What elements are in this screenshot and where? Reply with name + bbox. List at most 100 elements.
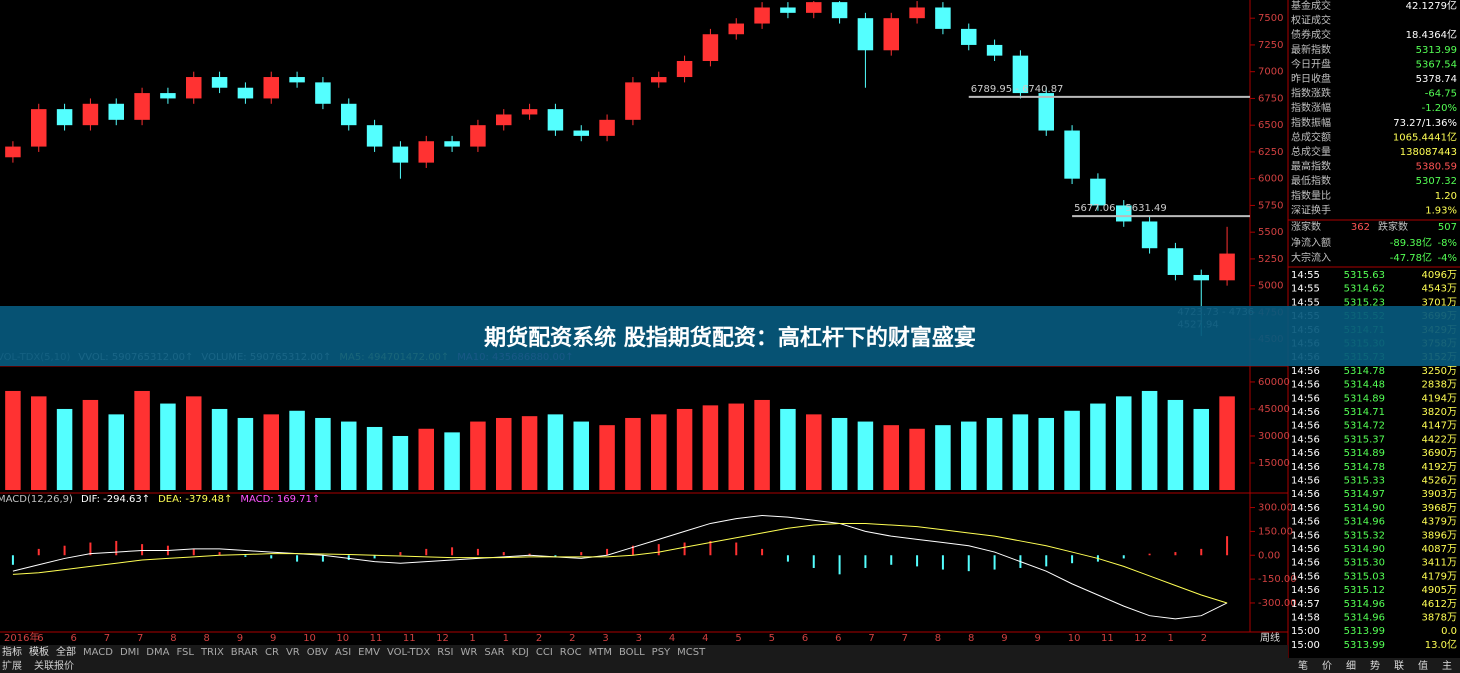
panel-button[interactable]: 值 [1418, 659, 1428, 672]
indicator-tab[interactable]: ROC [560, 647, 582, 658]
x-tick-label: 6 [70, 633, 76, 644]
candle-body [444, 141, 460, 147]
tick-time: 15:00 [1291, 640, 1320, 651]
tick-volume: 4194万 [1422, 393, 1457, 404]
tick-time: 14:56 [1291, 517, 1320, 528]
stat-label: 深证换手 [1291, 203, 1331, 216]
x-tick-label: 7 [137, 633, 143, 644]
panel-button[interactable]: 主 [1442, 660, 1452, 672]
x-tick-label: 2016年 [4, 631, 39, 644]
indicator-tab[interactable]: VR [286, 647, 300, 658]
x-tick-label: 5 [769, 633, 775, 644]
tick-price: 5315.23 [1344, 297, 1385, 308]
stat-value: 5378.74 [1416, 74, 1457, 85]
tick-volume: 4526万 [1422, 476, 1457, 487]
indicator-tab[interactable]: 指标 [2, 645, 22, 658]
tick-price: 5313.99 [1344, 640, 1385, 651]
y-tick-label: 6750 [1258, 93, 1283, 104]
indicator-tab[interactable]: WR [460, 647, 477, 658]
x-tick-label: 10 [303, 633, 316, 644]
indicator-tab[interactable]: OBV [307, 647, 328, 658]
panel-button[interactable]: 势 [1370, 659, 1380, 672]
volume-bar [651, 414, 667, 490]
indicator-tab[interactable]: DMA [146, 647, 169, 658]
extra-tab[interactable]: 关联报价 [34, 659, 74, 672]
indicator-tab[interactable]: PSY [652, 647, 671, 658]
candle-body [1116, 205, 1132, 222]
indicator-tab[interactable]: 模板 [29, 645, 49, 658]
indicator-tab[interactable]: DMI [120, 647, 139, 658]
candle-body [160, 93, 176, 99]
candle-body [289, 77, 305, 83]
legend-entry: DEA: -379.48↑ [158, 494, 232, 505]
volume-bar [1038, 417, 1054, 490]
volume-bar [1219, 396, 1235, 490]
stat-value: 18.4364亿 [1406, 28, 1457, 41]
advance-label: 涨家数 [1291, 220, 1321, 233]
indicator-tab[interactable]: BRAR [231, 647, 258, 658]
indicator-tab[interactable]: MACD [83, 647, 113, 658]
panel-button[interactable]: 价 [1322, 660, 1332, 672]
indicator-tab[interactable]: FSL [176, 647, 194, 658]
indicator-tab[interactable]: ASI [335, 647, 351, 658]
tick-time: 14:56 [1291, 544, 1320, 555]
indicator-tab[interactable]: 全部 [56, 645, 76, 658]
panel-button[interactable]: 细 [1346, 659, 1356, 672]
candle-body [599, 119, 615, 136]
tick-volume: 4192万 [1422, 462, 1457, 473]
x-tick-label: 2 [569, 633, 575, 644]
candle-body [315, 82, 331, 104]
candle-body [366, 125, 383, 147]
candle-body [961, 28, 977, 45]
x-tick-label: 1 [503, 633, 509, 644]
volume-bar [1012, 414, 1029, 490]
tick-price: 5314.89 [1344, 393, 1385, 404]
y-tick-label: 6250 [1258, 147, 1283, 158]
volume-bar [5, 390, 21, 490]
stat-label: 总成交额 [1291, 130, 1331, 143]
indicator-tab[interactable]: MCST [677, 647, 706, 658]
tick-volume: 4147万 [1422, 421, 1457, 432]
level-label: 6789.95 - 6740.87 [971, 84, 1064, 95]
volume-bar [1064, 410, 1080, 490]
panel-button[interactable]: 联 [1394, 660, 1404, 672]
x-tick-label: 4 [702, 633, 708, 644]
indicator-tab[interactable]: CCI [536, 647, 553, 658]
volume-bar [392, 435, 409, 490]
stat-value: 1.93% [1425, 205, 1457, 216]
indicator-tab[interactable]: RSI [437, 647, 453, 658]
indicator-tab[interactable]: MTM [589, 647, 612, 658]
extra-tab[interactable]: 扩展 [2, 659, 22, 672]
indicator-tab[interactable]: CR [265, 647, 279, 658]
x-tick-label: 4 [669, 633, 675, 644]
candle-body [1141, 221, 1158, 249]
indicator-tab[interactable]: VOL-TDX [387, 647, 430, 658]
indicator-tab[interactable]: BOLL [619, 647, 645, 658]
volume-bar [599, 425, 615, 490]
indicator-tab[interactable]: KDJ [512, 647, 529, 658]
decline-value: 507 [1438, 222, 1457, 233]
indicator-tab[interactable]: TRIX [200, 647, 224, 658]
tick-volume: 3690万 [1422, 448, 1457, 459]
period-label[interactable]: 周线 [1260, 631, 1280, 644]
candle-body [754, 7, 770, 24]
y-tick-label: 6500 [1258, 120, 1283, 131]
panel-button[interactable]: 笔 [1298, 659, 1308, 672]
indicator-tab[interactable]: SAR [484, 647, 504, 658]
candle-body [341, 103, 357, 126]
tick-time: 14:57 [1291, 599, 1320, 610]
tick-price: 5315.33 [1344, 476, 1385, 487]
candle-body [986, 44, 1003, 56]
tick-price: 5314.96 [1344, 517, 1385, 528]
volume-bar [315, 417, 331, 490]
tick-volume: 2838万 [1422, 380, 1457, 391]
tick-volume: 4179万 [1422, 571, 1457, 582]
tick-price: 5314.78 [1344, 462, 1385, 473]
volume-bar [935, 425, 951, 490]
candle-body [237, 87, 254, 99]
indicator-tab[interactable]: EMV [358, 647, 380, 658]
volume-bar [341, 421, 357, 490]
stat-label: 基金成交 [1291, 0, 1331, 12]
stat-label: 指数振幅 [1291, 116, 1331, 129]
volume-bar [108, 414, 124, 490]
